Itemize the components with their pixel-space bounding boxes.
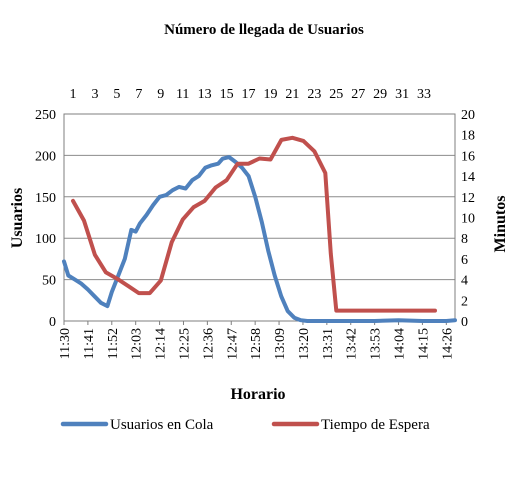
x2-tick-label: 9 bbox=[157, 87, 164, 102]
x2-tick-label: 29 bbox=[373, 87, 387, 102]
x2-tick-label: 33 bbox=[417, 87, 431, 102]
x2-tick-label: 25 bbox=[329, 87, 343, 102]
series-line-tiempo-de-espera bbox=[71, 135, 437, 313]
plot-area-frame bbox=[63, 113, 456, 322]
x2-tick-label: 5 bbox=[113, 87, 120, 102]
x-tick-label: 14:15 bbox=[416, 328, 431, 360]
x2-tick-label: 19 bbox=[263, 87, 277, 102]
x-tick-label: 12:58 bbox=[249, 328, 264, 360]
x-tick-label: 13:20 bbox=[297, 328, 312, 360]
y-tick-label: 250 bbox=[35, 108, 56, 123]
y2-tick-label: 6 bbox=[461, 253, 468, 268]
x-axis-title: Horario bbox=[230, 386, 285, 403]
x-tick-label: 13:31 bbox=[321, 328, 336, 360]
y-axis-ticks: 0 50 100 150 200 250 bbox=[35, 108, 56, 330]
legend-label-tiempo-de-espera: Tiempo de Espera bbox=[321, 417, 430, 433]
x-tick-label: 13:53 bbox=[369, 328, 384, 360]
x-tick-label: 12:36 bbox=[201, 328, 216, 360]
x-tick-label: 12:47 bbox=[225, 328, 240, 360]
y-tick-label: 150 bbox=[35, 191, 56, 206]
y2-tick-label: 12 bbox=[461, 191, 475, 206]
x2-tick-label: 27 bbox=[351, 87, 365, 102]
y2-tick-label: 16 bbox=[461, 149, 475, 164]
x-tick-label: 12:03 bbox=[130, 328, 145, 360]
y2-tick-label: 4 bbox=[461, 274, 468, 289]
legend-label-usuarios-en-cola: Usuarios en Cola bbox=[110, 417, 214, 433]
y2-tick-label: 18 bbox=[461, 129, 475, 144]
x2-tick-label: 11 bbox=[176, 87, 189, 102]
chart-title: Número de llegada de Usuarios bbox=[164, 22, 364, 38]
series-line-usuarios-en-cola bbox=[62, 155, 457, 323]
y-axis-title: Usuarios bbox=[9, 188, 26, 248]
y2-tick-label: 10 bbox=[461, 212, 475, 227]
x-axis-ticks: 11:30 11:41 11:52 12:03 12:14 12:25 12:36 12:47… bbox=[58, 321, 455, 360]
x2-tick-label: 15 bbox=[220, 87, 234, 102]
x-tick-label: 11:30 bbox=[58, 328, 73, 359]
x-tick-label: 14:04 bbox=[393, 328, 408, 360]
y2-tick-label: 20 bbox=[461, 108, 475, 123]
y2-axis-ticks: 0 2 4 6 8 10 12 14 16 18 20 bbox=[461, 108, 475, 330]
y-tick-label: 100 bbox=[35, 232, 56, 247]
legend: Usuarios en Cola Tiempo de Espera bbox=[60, 417, 430, 433]
y2-tick-label: 2 bbox=[461, 294, 468, 309]
x-tick-label: 12:14 bbox=[154, 328, 169, 360]
x2-tick-label: 1 bbox=[70, 87, 77, 102]
y-tick-label: 50 bbox=[42, 274, 56, 289]
y2-tick-label: 0 bbox=[461, 315, 468, 330]
x-tick-label: 14:26 bbox=[440, 328, 455, 360]
x-tick-label: 11:41 bbox=[82, 328, 97, 359]
series-layer bbox=[62, 135, 457, 323]
y-tick-label: 0 bbox=[49, 315, 56, 330]
x2-tick-label: 13 bbox=[198, 87, 212, 102]
x-tick-label: 13:09 bbox=[273, 328, 288, 360]
y-tick-label: 200 bbox=[35, 149, 56, 164]
x2-tick-label: 21 bbox=[285, 87, 299, 102]
x2-tick-label: 3 bbox=[91, 87, 98, 102]
y2-tick-label: 8 bbox=[461, 232, 468, 247]
x2-tick-label: 31 bbox=[395, 87, 409, 102]
x-tick-label: 11:52 bbox=[106, 328, 121, 359]
x-tick-label: 13:42 bbox=[345, 328, 360, 360]
x-tick-label: 12:25 bbox=[177, 328, 192, 360]
x2-tick-label: 17 bbox=[242, 87, 256, 102]
y2-axis-title: Minutos bbox=[492, 196, 509, 253]
y2-tick-label: 14 bbox=[461, 170, 475, 185]
x2-tick-label: 23 bbox=[307, 87, 321, 102]
x2-tick-label: 7 bbox=[135, 87, 142, 102]
x2-axis-ticks: 1 3 5 7 9 11 13 15 17 19 21 23 25 27 29 31 33 bbox=[70, 87, 432, 102]
